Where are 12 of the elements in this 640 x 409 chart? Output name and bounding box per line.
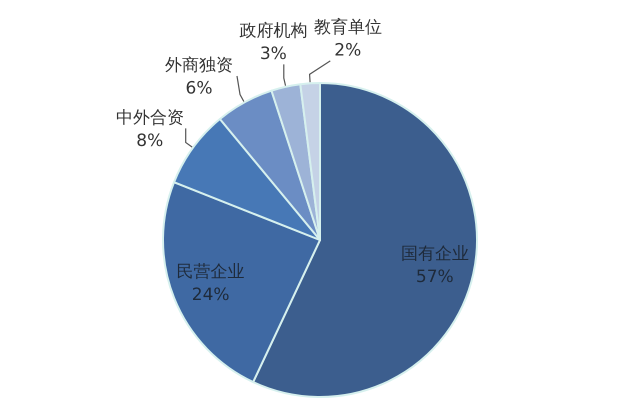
data-label: 2% (334, 40, 362, 60)
data-label: 24% (192, 284, 230, 305)
data-label: 6% (185, 78, 212, 99)
slice-label: 政府机构 (239, 20, 308, 41)
data-label: 3% (260, 44, 287, 64)
slice-label: 外商独资 (164, 56, 233, 76)
slice-label: 中外合资 (116, 108, 184, 128)
data-label: 57% (416, 267, 454, 288)
slice-label: 民营企业 (176, 262, 245, 282)
slice-label: 国有企业 (400, 244, 469, 264)
data-label: 8% (136, 130, 164, 151)
slice-label: 教育单位 (314, 17, 382, 38)
